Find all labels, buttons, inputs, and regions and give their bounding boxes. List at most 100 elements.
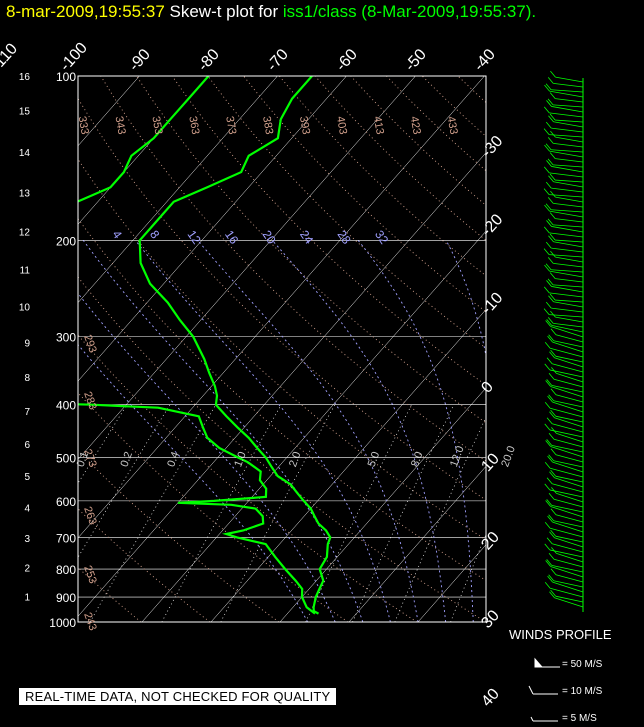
wind-barb-flag xyxy=(549,591,555,598)
wind-barb-flag xyxy=(546,280,552,287)
wind-barb-flag xyxy=(546,499,553,506)
wind-barb xyxy=(555,76,584,83)
wind-barb xyxy=(549,172,584,178)
wind-barb-flag xyxy=(550,328,557,336)
isotherm-label-right: -30 xyxy=(478,133,506,162)
height-tick-label: 9 xyxy=(24,338,30,349)
wind-barb-flag xyxy=(544,144,550,152)
wind-barb xyxy=(549,314,584,318)
wind-barb xyxy=(550,467,584,478)
mixing-ratio-label: 12.0 xyxy=(448,444,467,468)
wind-barb xyxy=(551,423,584,433)
wind-barb-flag xyxy=(549,92,556,99)
wind-barb-flag xyxy=(544,363,551,371)
wind-barb-flag xyxy=(549,173,556,181)
wind-barb-flag xyxy=(545,181,552,189)
wind-barb-flag xyxy=(550,130,556,138)
wind-barb-flag xyxy=(547,395,553,403)
dry-adiabat-line xyxy=(243,76,486,313)
wind-barb xyxy=(555,136,584,143)
dry-adiabat-label: 373 xyxy=(223,115,238,135)
wind-barb-flag xyxy=(551,367,557,374)
wind-barb-flag xyxy=(549,113,556,121)
wind-barb-flag xyxy=(547,575,553,583)
wind-barb xyxy=(555,158,584,163)
isotherm-line xyxy=(487,76,644,622)
title-middle: Skew-t plot for xyxy=(164,2,283,21)
wind-barb xyxy=(553,301,584,308)
wind-barb xyxy=(553,224,584,228)
wind-barb xyxy=(553,438,584,448)
height-tick-label: 10 xyxy=(19,303,31,314)
wind-barb-flag xyxy=(547,218,554,226)
wind-barb-flag xyxy=(545,301,552,309)
mixing-ratio-line xyxy=(352,404,455,622)
wind-barb xyxy=(555,239,584,243)
isotherm-line xyxy=(348,465,486,622)
wind-barb-flag xyxy=(548,115,554,123)
wind-barb-flag xyxy=(547,515,553,523)
height-tick-label: 2 xyxy=(24,564,30,575)
wind-barb xyxy=(551,89,584,93)
wind-barb xyxy=(551,106,584,113)
wind-barb-flag xyxy=(547,137,554,144)
wind-barb-flag xyxy=(545,263,552,271)
wind-barb xyxy=(554,417,584,428)
wind-barb xyxy=(549,369,584,378)
wind-barb-flag xyxy=(548,175,554,183)
wind-barb-flag xyxy=(550,469,556,477)
wind-barb xyxy=(550,527,584,538)
isotherm-line xyxy=(78,76,416,460)
wind-barb xyxy=(555,196,584,203)
wind-barb-flag xyxy=(548,394,554,402)
moist-adiabat-line xyxy=(82,240,364,622)
pressure-tick-label: 100 xyxy=(56,70,76,84)
isotherm-line xyxy=(0,76,1,622)
barb-symbol-50 xyxy=(534,657,560,668)
wind-barb-flag xyxy=(549,272,556,279)
pressure-tick-label: 400 xyxy=(56,399,76,413)
mixing-ratio-label: 20.0 xyxy=(499,444,518,468)
wind-barb xyxy=(552,521,584,533)
wind-barb-flag xyxy=(548,492,555,500)
mixing-ratio-line xyxy=(220,404,336,622)
isotherm-line xyxy=(78,76,278,304)
moist-adiabat-label: 4 xyxy=(110,228,125,242)
wind-barb xyxy=(554,357,584,368)
barb-symbol-5 xyxy=(530,716,558,722)
wind-barb xyxy=(549,150,584,158)
wind-barb xyxy=(553,520,584,528)
wind-barb-flag xyxy=(546,417,553,424)
mixing-ratio-line xyxy=(78,404,128,484)
chart-title: 8-mar-2009,19:55:37 Skew-t plot for iss1… xyxy=(6,2,536,22)
height-tick-label: 11 xyxy=(20,266,31,277)
wind-barb xyxy=(555,179,584,183)
wind-barb xyxy=(555,119,584,123)
isotherm-line xyxy=(141,230,486,622)
wind-barb xyxy=(549,134,584,138)
height-tick-label: 1 xyxy=(24,593,30,604)
wind-barb xyxy=(551,324,584,333)
wind-barb xyxy=(553,164,584,168)
wind-barb-flag xyxy=(546,537,553,544)
moist-adiabat-line xyxy=(357,240,474,622)
wind-barb xyxy=(550,407,584,418)
wind-barb-flag xyxy=(544,521,551,529)
isotherm-label-right: -20 xyxy=(478,211,506,240)
wind-barb xyxy=(551,149,584,153)
temperature-sounding-line xyxy=(138,76,332,615)
dry-adiabat-label: 253 xyxy=(81,564,99,585)
wind-barb-flag xyxy=(543,188,550,195)
wind-barb-flag xyxy=(549,152,556,159)
wind-barb xyxy=(549,194,584,198)
wind-legend xyxy=(528,657,560,722)
isotherm-line xyxy=(417,544,486,622)
isotherm-label-top: -80 xyxy=(195,46,223,75)
dry-adiabat-line xyxy=(78,97,486,501)
wind-barb xyxy=(555,475,584,483)
mixing-ratio-label: 0.2 xyxy=(119,450,136,468)
dry-adiabat-label: 263 xyxy=(81,505,99,526)
wind-barb-flag xyxy=(546,439,553,446)
wind-barb xyxy=(552,581,584,593)
moist-adiabat-line xyxy=(523,240,537,622)
